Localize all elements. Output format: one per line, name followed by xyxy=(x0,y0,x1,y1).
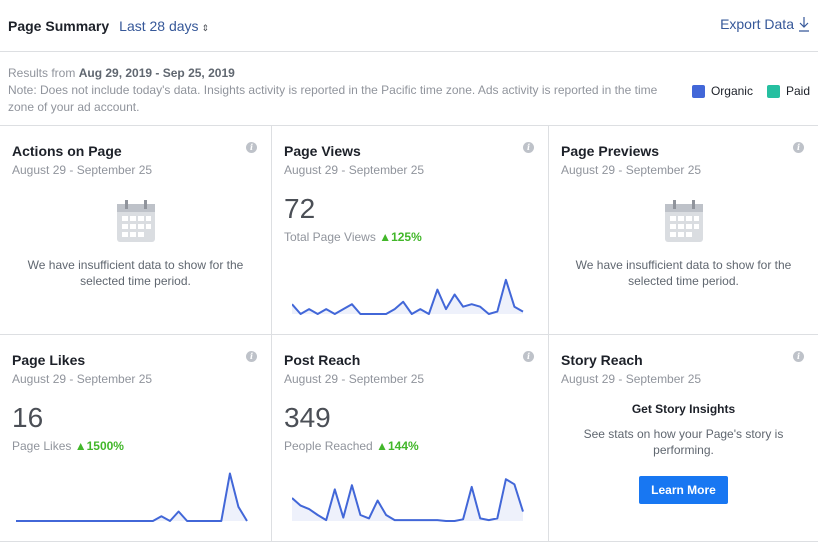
card-date: August 29 - September 25 xyxy=(284,372,425,386)
date-range-selector[interactable]: Last 28 days ⇕ xyxy=(119,18,209,34)
metric-value: 72 xyxy=(284,193,316,224)
story-heading: Get Story Insights xyxy=(631,402,736,416)
info-icon[interactable]: i xyxy=(793,351,804,362)
card-post-reach[interactable]: Post Reach August 29 - September 25 i 34… xyxy=(272,335,549,542)
card-title: Post Reach xyxy=(284,352,361,368)
card-page-views[interactable]: Page Views August 29 - September 25 i 72… xyxy=(272,126,549,335)
organic-swatch xyxy=(691,85,705,98)
page-likes-sparkline xyxy=(16,472,248,522)
story-description: See stats on how your Page's story is pe… xyxy=(583,427,784,457)
metric-label: People Reached ▲144% xyxy=(284,439,536,453)
metric-label-text: People Reached xyxy=(284,439,373,453)
legend: Organic Paid xyxy=(691,83,810,100)
card-story-reach[interactable]: Story Reach August 29 - September 25 i G… xyxy=(549,335,818,542)
card-title: Actions on Page xyxy=(12,143,122,159)
info-icon[interactable]: i xyxy=(523,351,534,362)
change-up-icon: ▲ xyxy=(74,439,87,453)
info-bar: Results from Aug 29, 2019 - Sep 25, 2019… xyxy=(0,52,818,126)
info-icon[interactable]: i xyxy=(523,142,534,153)
card-page-likes[interactable]: Page Likes August 29 - September 25 i 16… xyxy=(0,335,272,542)
card-title: Page Views xyxy=(284,143,361,159)
info-icon[interactable]: i xyxy=(246,142,257,153)
page-title: Page Summary xyxy=(8,17,110,34)
card-title: Page Previews xyxy=(561,143,660,159)
sparkline-line xyxy=(16,472,248,522)
card-date: August 29 - September 25 xyxy=(561,372,702,386)
insufficient-data-text: We have insufficient data to show for th… xyxy=(575,258,792,288)
results-range: Results from Aug 29, 2019 - Sep 25, 2019 xyxy=(8,65,810,82)
sparkline-area xyxy=(16,473,247,521)
sort-arrows-icon: ⇕ xyxy=(201,22,210,33)
legend-organic: Organic xyxy=(710,84,753,98)
metric-label-text: Page Likes xyxy=(12,439,72,453)
export-label: Export Data xyxy=(720,16,794,32)
calendar-icon xyxy=(116,200,155,242)
post-reach-sparkline xyxy=(292,478,524,522)
export-data-button[interactable]: Export Data xyxy=(720,16,810,32)
card-date: August 29 - September 25 xyxy=(284,163,425,177)
card-date: August 29 - September 25 xyxy=(12,163,153,177)
sparkline-line xyxy=(292,278,524,315)
info-icon[interactable]: i xyxy=(793,142,804,153)
metric-label: Page Likes ▲1500% xyxy=(12,439,259,453)
sparkline-line xyxy=(292,478,524,522)
insufficient-data-text: We have insufficient data to show for th… xyxy=(27,258,244,288)
note-text: Note: Does not include today's data. Ins… xyxy=(8,83,658,114)
metric-change: 144% xyxy=(387,439,419,453)
change-up-icon: ▲ xyxy=(379,230,392,244)
paid-swatch xyxy=(766,85,780,98)
card-date: August 29 - September 25 xyxy=(12,372,153,386)
metric-change: 1500% xyxy=(86,439,124,453)
card-title: Page Likes xyxy=(12,352,86,368)
results-prefix: Results from xyxy=(8,66,76,80)
metric-change: 125% xyxy=(391,230,422,244)
sparkline-area xyxy=(292,479,523,521)
metric-label-text: Total Page Views xyxy=(284,230,376,244)
date-range-label: Last 28 days xyxy=(119,17,199,34)
metric-value: 16 xyxy=(12,402,44,433)
page-views-sparkline xyxy=(292,278,524,315)
change-up-icon: ▲ xyxy=(376,439,388,453)
metric-value: 349 xyxy=(284,402,331,433)
card-title: Story Reach xyxy=(561,352,643,368)
page-summary-header: Page Summary Last 28 days ⇕ Export Data xyxy=(0,0,818,52)
info-icon[interactable]: i xyxy=(246,351,257,362)
card-page-previews[interactable]: Page Previews August 29 - September 25 i… xyxy=(549,126,818,335)
learn-more-button[interactable]: Learn More xyxy=(639,476,728,504)
download-icon xyxy=(799,17,809,32)
card-actions-on-page[interactable]: Actions on Page August 29 - September 25… xyxy=(0,126,272,335)
calendar-icon xyxy=(664,200,703,242)
results-dates: Aug 29, 2019 - Sep 25, 2019 xyxy=(78,66,235,80)
card-date: August 29 - September 25 xyxy=(561,163,702,177)
legend-paid: Paid xyxy=(785,84,810,98)
metric-label: Total Page Views ▲125% xyxy=(284,230,536,244)
